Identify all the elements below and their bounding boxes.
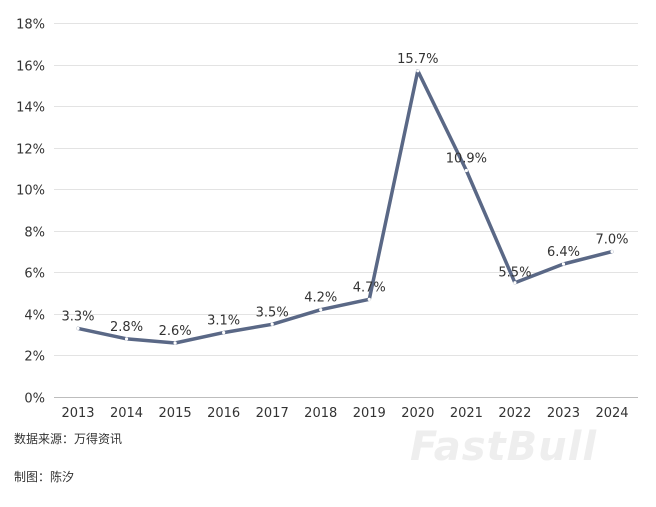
x-tick-label: 2018 bbox=[304, 406, 337, 421]
x-axis-ticks: 2013 2014 2015 2016 2017 2018 2019 2020 2021 2022… bbox=[61, 406, 628, 421]
data-point bbox=[610, 249, 614, 254]
data-label: 5.5% bbox=[498, 266, 531, 281]
x-tick-label: 2019 bbox=[353, 406, 386, 421]
x-tick-label: 2023 bbox=[547, 406, 580, 421]
watermark: FastBull bbox=[410, 424, 598, 470]
data-point bbox=[319, 308, 323, 312]
data-label: 6.4% bbox=[547, 245, 580, 260]
x-tick-label: 2024 bbox=[595, 406, 628, 421]
data-label: 3.1% bbox=[207, 314, 240, 329]
y-tick-label: 2% bbox=[24, 350, 45, 365]
data-point bbox=[173, 341, 177, 345]
x-tick-label: 2016 bbox=[207, 406, 240, 421]
data-label: 3.3% bbox=[61, 309, 94, 324]
data-label: 15.7% bbox=[397, 52, 438, 67]
data-point bbox=[416, 69, 420, 73]
x-tick-label: 2017 bbox=[256, 406, 289, 421]
data-label: 4.7% bbox=[353, 280, 386, 295]
y-tick-label: 0% bbox=[24, 392, 45, 407]
x-tick-label: 2015 bbox=[159, 406, 192, 421]
data-point bbox=[76, 326, 80, 331]
y-tick-label: 14% bbox=[16, 101, 45, 116]
data-point bbox=[124, 337, 129, 341]
source-note: 数据来源：万得资讯 bbox=[14, 432, 123, 446]
data-point bbox=[367, 297, 371, 301]
author-note: 制图：陈汐 bbox=[14, 470, 75, 484]
data-labels: 3.3% 2.8% 2.6% 3.1% 3.5% 4.2% 4.7% 15.7% 10.9% 5.… bbox=[61, 52, 628, 339]
y-axis-ticks: 0% 2% 4% 6% 8% 10% 12% 14% 16% 18% bbox=[16, 18, 45, 407]
data-point bbox=[513, 281, 517, 285]
x-tick-label: 2021 bbox=[450, 406, 483, 421]
y-tick-label: 18% bbox=[16, 18, 45, 33]
x-tick-label: 2013 bbox=[61, 406, 94, 421]
y-tick-label: 16% bbox=[16, 60, 45, 75]
data-label: 10.9% bbox=[446, 152, 487, 167]
y-tick-label: 8% bbox=[24, 226, 45, 241]
data-label: 2.8% bbox=[110, 320, 143, 335]
data-points bbox=[76, 69, 614, 345]
x-tick-label: 2022 bbox=[498, 406, 531, 421]
data-point bbox=[464, 168, 468, 173]
series-line bbox=[76, 69, 614, 345]
data-label: 7.0% bbox=[595, 233, 628, 248]
data-point bbox=[270, 322, 274, 326]
x-tick-label: 2020 bbox=[401, 406, 434, 421]
y-tick-label: 4% bbox=[24, 309, 45, 324]
y-tick-label: 10% bbox=[16, 184, 45, 199]
data-point bbox=[222, 330, 226, 335]
data-label: 2.6% bbox=[159, 324, 192, 339]
data-label: 3.5% bbox=[256, 305, 289, 320]
data-point bbox=[561, 262, 566, 266]
y-tick-label: 12% bbox=[16, 143, 45, 158]
data-label: 4.2% bbox=[304, 291, 337, 306]
x-tick-label: 2014 bbox=[110, 406, 143, 421]
y-tick-label: 6% bbox=[24, 267, 45, 282]
gridlines bbox=[54, 23, 638, 398]
